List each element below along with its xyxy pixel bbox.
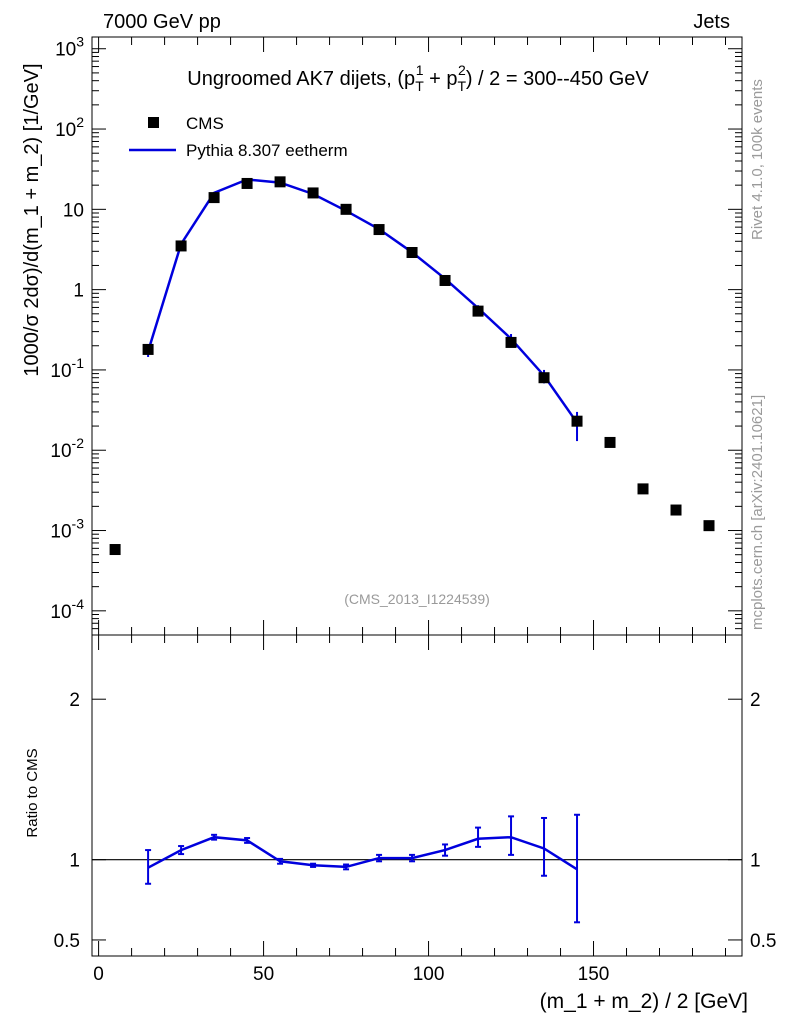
ratio-y-tick-label-left: 1 [69,851,80,872]
main-y-axis-label: 1000/σ 2dσ)/d(m_1 + m_2) [1/GeV] [21,63,43,376]
ratio-plot-panel: 0.5 0.5 1 1 2 2 0 50 100 150 [54,634,776,985]
header-right: Jets [693,11,730,33]
cms-data-point [175,240,187,252]
x-tick-label: 150 [578,964,610,985]
header-left: 7000 GeV pp [103,11,221,33]
cms-data-point [571,415,583,427]
main-y-tick-label: 10-2 [50,435,84,462]
x-axis-label: (m_1 + m_2) / 2 [GeV] [540,990,748,1013]
main-y-tick-label: 1 [73,281,84,302]
cms-data-point [406,247,418,259]
ratio-y-axis-label: Ratio to CMS [24,748,41,837]
cms-data-point [670,504,682,516]
legend-pythia-label: Pythia 8.307 eetherm [186,141,348,160]
ratio-y-tick-label-right: 0.5 [750,931,776,952]
main-y-tick-label: 10 [63,200,84,221]
x-tick-label: 0 [93,964,104,985]
main-y-tick-label: 103 [55,34,84,61]
cms-data-point [208,192,220,204]
watermark: (CMS_2013_I1224539) [344,591,490,607]
ratio-frame [91,634,743,957]
side-label-rivet: Rivet 4.1.0, 100k events [749,79,766,240]
cms-data-point [142,343,154,355]
ratio-y-tick-label-left: 2 [69,690,80,711]
main-y-tick-label: 10-4 [50,596,84,623]
main-title: Ungroomed AK7 dijets, (pT1 + pT2) / 2 = … [187,62,649,94]
side-label-mcplots: mcplots.cern.ch [arXiv:2401.10621] [749,395,766,630]
cms-data-point [274,176,286,188]
x-tick-label: 50 [253,964,274,985]
ratio-y-tick-label-right: 1 [750,851,761,872]
legend-cms-label: CMS [186,114,224,133]
pythia-line [146,178,579,424]
cms-data-point [604,436,616,448]
ratio-y-tick-label-left: 0.5 [54,931,80,952]
cms-data-point [472,305,484,317]
cms-data-point [505,336,517,348]
cms-data-point [538,372,550,384]
cms-data-point [637,483,649,495]
legend-cms-marker [148,117,159,128]
cms-data-point [307,187,319,199]
ratio-line [147,835,578,871]
cms-data-point [703,520,715,532]
main-y-tick-label: 10-1 [50,355,84,382]
cms-data-point [373,224,385,236]
cms-data-point [439,274,451,286]
x-tick-label: 100 [413,964,445,985]
legend: CMS Pythia 8.307 eetherm [129,114,348,160]
main-plot-panel: Ungroomed AK7 dijets, (pT1 + pT2) / 2 = … [50,34,743,636]
main-y-tick-label: 10-3 [50,516,84,543]
cms-data-point [241,177,253,189]
ratio-y-tick-label-right: 2 [750,690,761,711]
main-y-tick-label: 102 [55,114,84,141]
cms-data-point [109,544,121,556]
cms-data-point [340,203,352,215]
